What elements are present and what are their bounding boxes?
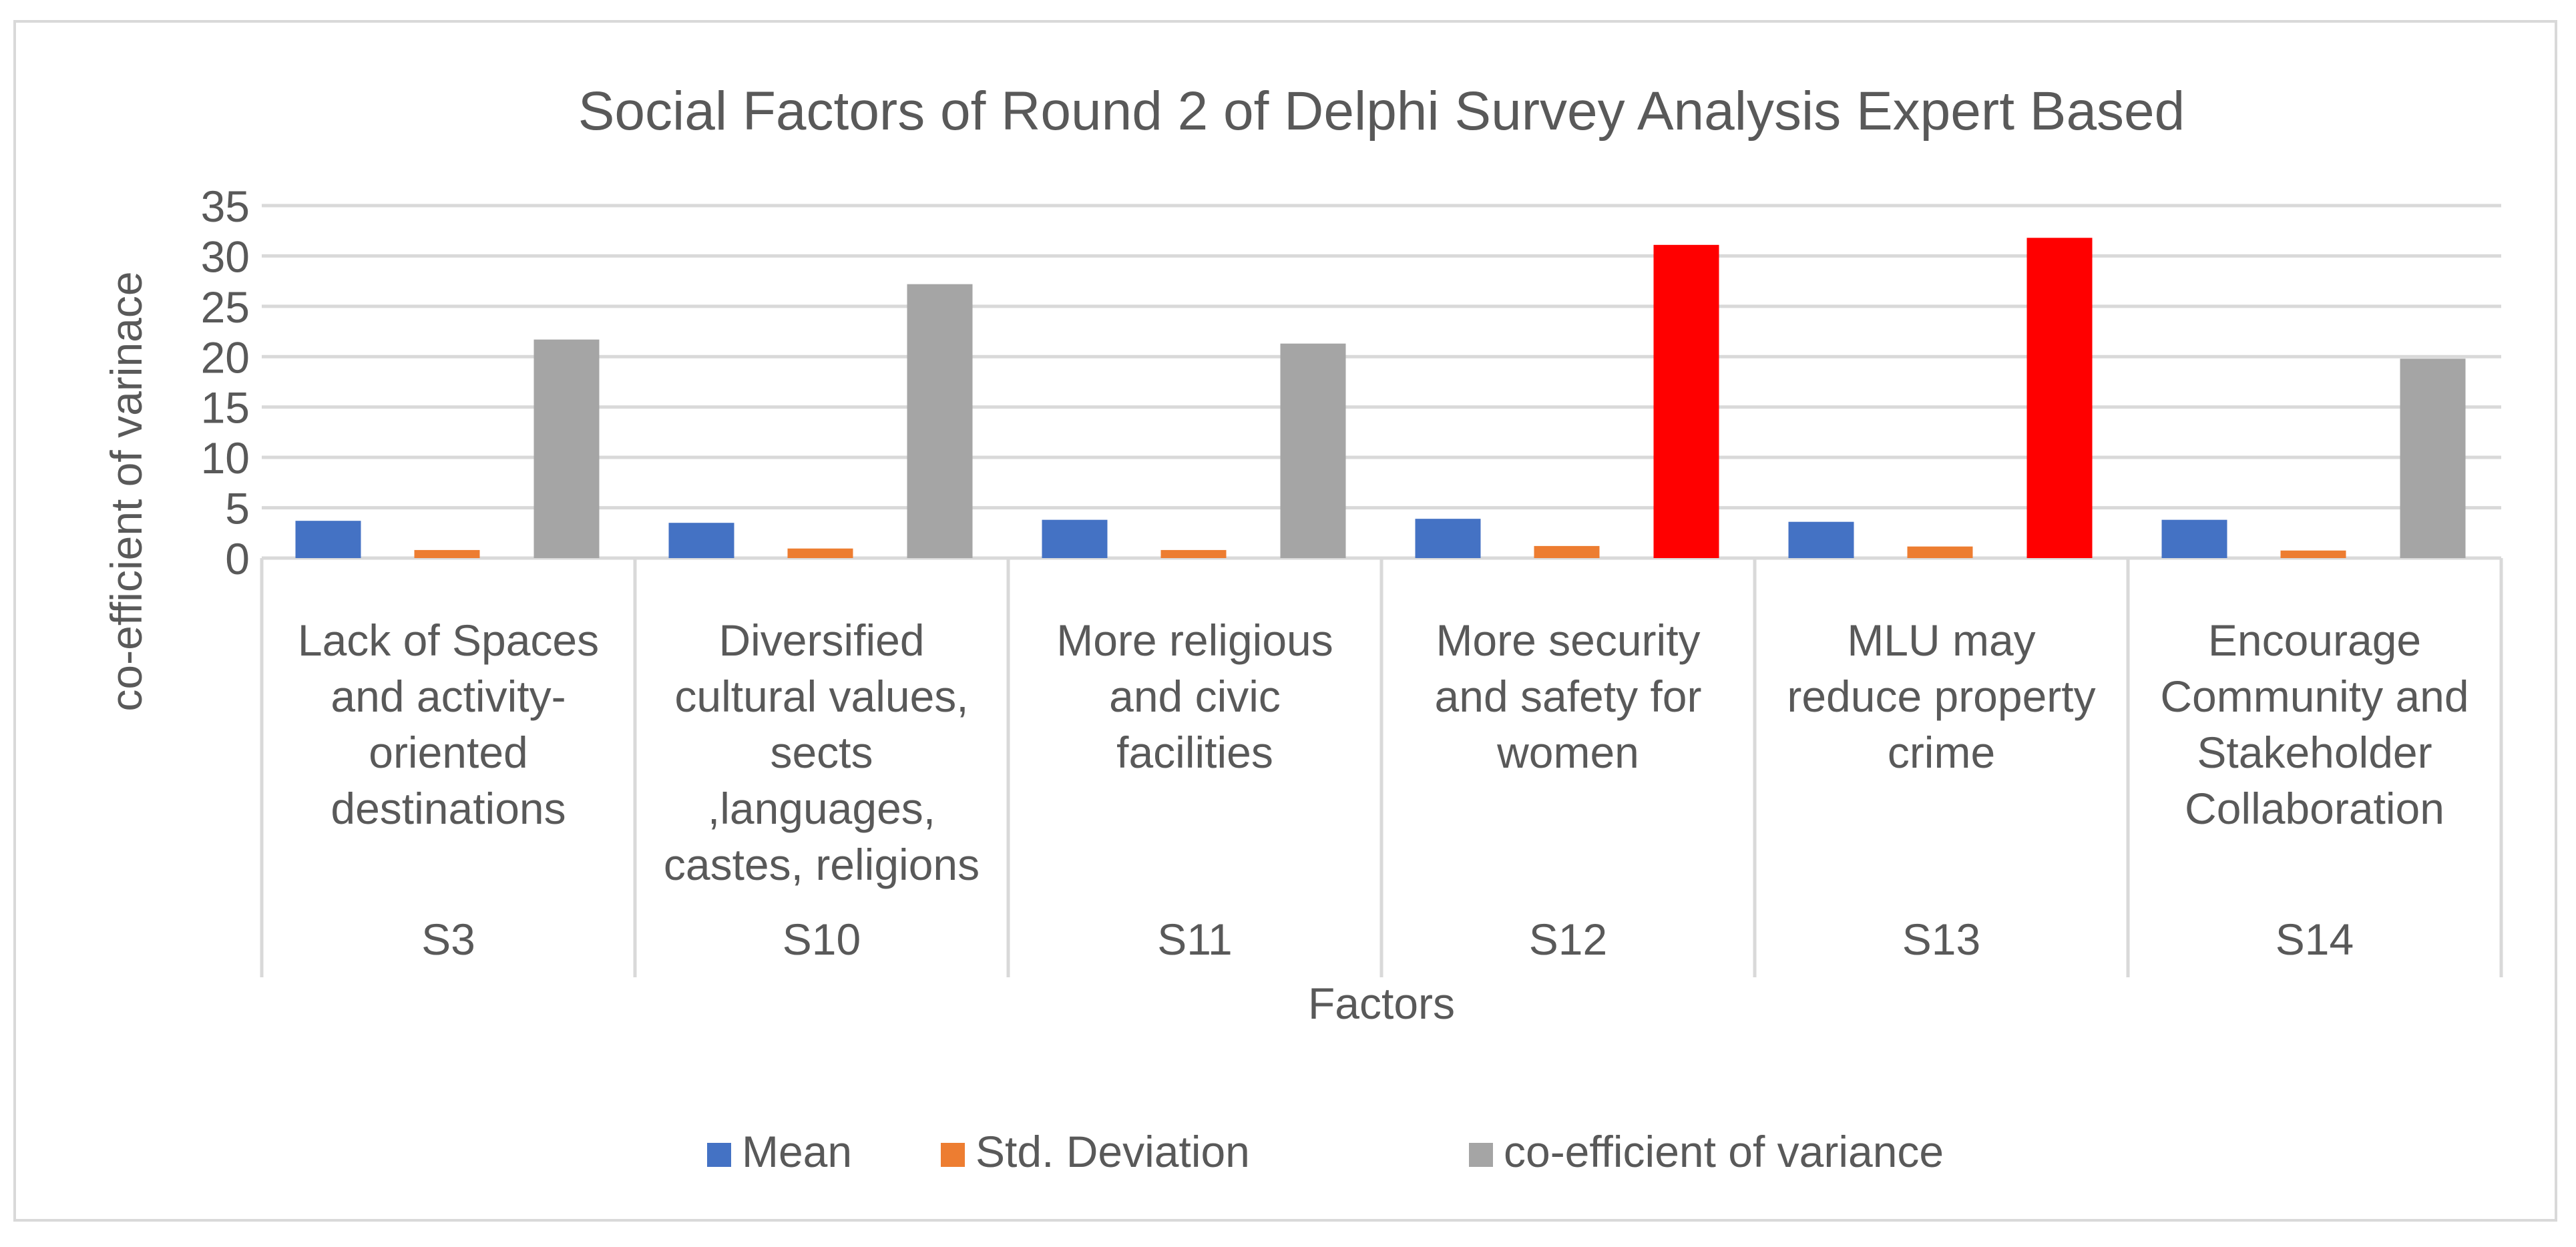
legend-swatch: [941, 1143, 965, 1167]
category-description-line: oriented: [369, 728, 528, 777]
bar-mean-s3: [295, 521, 361, 558]
chart: Social Factors of Round 2 of Delphi Surv…: [101, 81, 2503, 1176]
bar-co-efficient-of-variance-s12: [1653, 244, 1719, 558]
category-description-line: and activity-: [331, 672, 566, 721]
x-axis-categories: Lack of Spaces and activity-oriented desti…: [298, 615, 2469, 964]
bar-co-efficient-of-variance-s14: [2400, 358, 2466, 558]
category-description-line: and civic: [1109, 672, 1281, 721]
bar-mean-s13: [1788, 521, 1854, 558]
category-description-line: castes, religions: [664, 840, 980, 889]
category-description-line: MLU may: [1847, 615, 2035, 665]
x-axis-title: Factors: [1308, 979, 1455, 1028]
legend-label: Std. Deviation: [976, 1127, 1250, 1176]
legend: Mean Std. Deviation co-efficient of varian…: [707, 1127, 1944, 1176]
bar-co-efficient-of-variance-s11: [1280, 343, 1346, 558]
category-description-line: sects: [770, 728, 873, 777]
category-description-line: Diversified: [718, 615, 924, 665]
category-code-label: S11: [1157, 915, 1233, 964]
bar-co-efficient-of-variance-s13: [2026, 238, 2093, 558]
bar-co-efficient-of-variance-s10: [907, 284, 973, 558]
category-description-line: women: [1496, 728, 1639, 777]
legend-swatch: [1469, 1143, 1493, 1167]
legend-label: Mean: [742, 1127, 852, 1176]
category-description-line: More security: [1436, 615, 1700, 665]
bar-std-deviation-s10: [787, 548, 853, 558]
category-description-line: and safety for: [1435, 672, 1702, 721]
category-description-line: reduce property: [1787, 672, 2095, 721]
category-description-line: cultural values,: [674, 672, 968, 721]
category-description-line: Collaboration: [2185, 784, 2444, 833]
y-tick-label: 15: [201, 383, 250, 433]
bar-mean-s12: [1415, 519, 1481, 558]
y-tick-label: 10: [201, 433, 250, 483]
category-code-label: S3: [421, 915, 475, 964]
category-description-line: crime: [1888, 728, 1995, 777]
bar-std-deviation-s3: [414, 549, 480, 558]
y-tick-label: 35: [201, 182, 250, 231]
category-description-line: Encourage: [2208, 615, 2421, 665]
bar-mean-s11: [1042, 519, 1108, 558]
y-tick-label: 0: [225, 534, 250, 583]
category-code-label: S13: [1902, 915, 1980, 964]
category-description-line: Lack of Spaces: [298, 615, 599, 665]
legend-label: co-efficient of variance: [1504, 1127, 1944, 1176]
y-tick-label: 25: [201, 282, 250, 332]
category-code-label: S12: [1529, 915, 1607, 964]
category-description-line: ,languages,: [708, 784, 935, 833]
chart-title: Social Factors of Round 2 of Delphi Surv…: [578, 81, 2185, 142]
bar-std-deviation-s11: [1160, 549, 1227, 558]
category-description-line: Stakeholder: [2197, 728, 2432, 777]
category-description-line: More religious: [1056, 615, 1333, 665]
bar-std-deviation-s13: [1907, 546, 1973, 558]
bar-mean-s14: [2161, 519, 2227, 558]
y-tick-label: 5: [225, 484, 250, 533]
bars: [295, 238, 2466, 558]
bar-co-efficient-of-variance-s3: [533, 339, 600, 558]
category-code-label: S14: [2276, 915, 2354, 964]
gridlines: [260, 204, 2503, 977]
category-description-line: destinations: [331, 784, 566, 833]
y-axis-title: co-efficient of varinace: [101, 271, 151, 711]
y-tick-label: 20: [201, 332, 250, 382]
chart-frame: Social Factors of Round 2 of Delphi Surv…: [13, 20, 2557, 1222]
bar-std-deviation-s12: [1534, 545, 1600, 558]
bar-std-deviation-s14: [2280, 550, 2346, 558]
category-code-label: S10: [783, 915, 861, 964]
category-description-line: Community and: [2160, 672, 2468, 721]
y-tick-label: 30: [201, 232, 250, 281]
category-description-line: facilities: [1116, 728, 1273, 777]
bar-mean-s10: [668, 523, 734, 558]
legend-swatch: [707, 1143, 731, 1167]
